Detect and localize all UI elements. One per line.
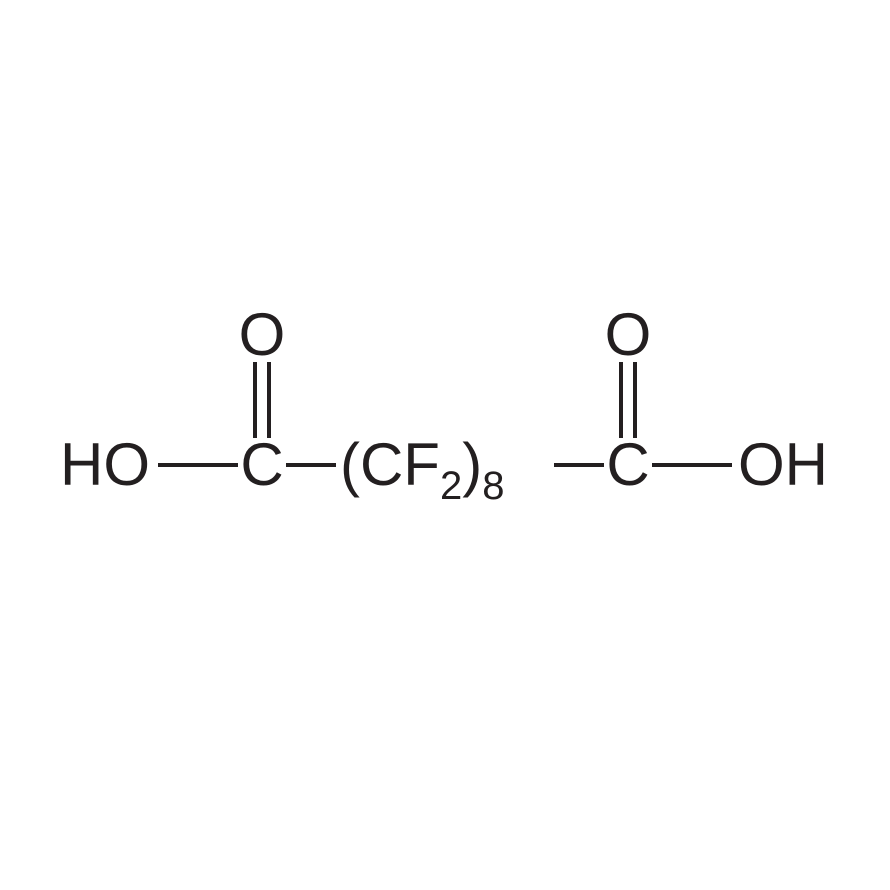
- atom-center-CF2: (CF2)8: [340, 431, 504, 508]
- atom-right_O_top: O: [605, 301, 652, 368]
- atoms-layer: HOCOCOOH(CF2)8: [60, 301, 828, 508]
- atom-right_OH: OH: [738, 431, 828, 498]
- atom-left_O_top: O: [239, 301, 286, 368]
- atom-right_C: C: [606, 431, 649, 498]
- chemical-structure-svg: HOCOCOOH(CF2)8: [0, 0, 890, 890]
- atom-left_OH: HO: [60, 431, 150, 498]
- atom-left_C: C: [240, 431, 283, 498]
